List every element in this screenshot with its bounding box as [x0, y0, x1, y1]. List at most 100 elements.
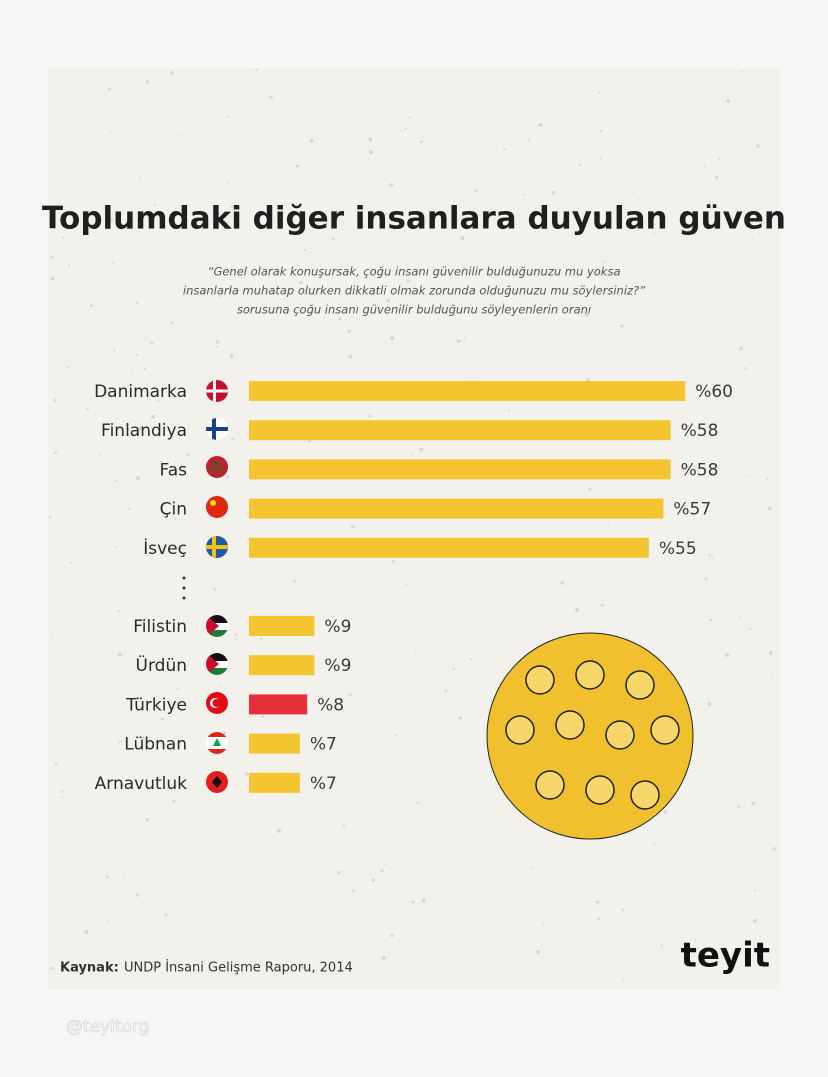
speckle — [458, 716, 462, 720]
category-label: Filistin — [133, 617, 187, 637]
speckle — [386, 299, 391, 303]
speckle — [758, 232, 761, 234]
speckle — [342, 824, 345, 828]
speckle — [725, 653, 730, 657]
speckle — [145, 818, 149, 822]
bar — [249, 694, 308, 715]
speckle — [226, 475, 229, 479]
speckle — [756, 144, 760, 148]
speckle — [463, 337, 466, 339]
speckle — [503, 148, 506, 151]
speckle — [226, 115, 229, 118]
speckle — [136, 893, 140, 897]
value-label: %9 — [324, 617, 351, 637]
speckle — [351, 525, 355, 529]
speckle — [231, 437, 234, 441]
speckle — [110, 218, 114, 222]
speckle — [433, 358, 435, 360]
bar — [249, 459, 671, 480]
speckle — [620, 324, 624, 328]
speckle — [622, 979, 625, 981]
category-label: Danimarka — [94, 382, 187, 402]
speckle — [348, 693, 352, 697]
speckle — [460, 236, 465, 240]
speckle — [707, 702, 712, 707]
speckle — [99, 453, 101, 456]
speckle — [220, 686, 222, 688]
subtitle: “Genel olarak konuşursak, çoğu insanı gü… — [207, 265, 620, 279]
bar — [249, 498, 664, 519]
category-label: Lübnan — [124, 735, 187, 755]
speckle — [299, 281, 303, 285]
speckle — [447, 372, 450, 375]
speckle — [368, 414, 372, 418]
speckle — [113, 349, 116, 352]
speckle — [709, 618, 712, 622]
speckle — [381, 955, 386, 960]
speckle — [692, 501, 695, 504]
speckle — [751, 801, 756, 806]
speckle — [701, 312, 704, 314]
speckle — [653, 224, 656, 226]
speckle — [292, 579, 296, 583]
speckle — [169, 70, 174, 75]
speckle — [549, 615, 551, 617]
speckle — [678, 474, 680, 476]
speckle — [607, 521, 610, 524]
speckle — [145, 80, 149, 84]
speckle — [598, 91, 601, 94]
speckle — [538, 326, 540, 329]
speckle — [740, 70, 743, 73]
speckle — [704, 165, 707, 168]
watermark: @teyitorg — [66, 1017, 149, 1037]
subtitle: insanlarla muhatap olurken dikkatli olma… — [183, 284, 646, 298]
speckle — [174, 517, 177, 520]
speckle — [215, 340, 220, 344]
speckle — [347, 329, 351, 333]
speckle — [114, 546, 117, 548]
speckle — [164, 913, 168, 917]
category-label: Çin — [160, 500, 187, 520]
speckle — [719, 223, 722, 225]
value-label: %57 — [673, 500, 711, 520]
speckle — [140, 736, 145, 741]
speckle — [457, 339, 461, 343]
speckle — [300, 965, 305, 969]
speckle — [60, 790, 64, 793]
speckle — [131, 370, 133, 372]
speckle — [128, 507, 131, 511]
speckle — [117, 610, 121, 613]
speckle — [213, 587, 217, 591]
speckle — [48, 515, 52, 519]
speckle — [695, 385, 698, 388]
speckle — [389, 183, 394, 187]
speckle — [157, 399, 160, 402]
bar — [249, 772, 300, 793]
speckle — [273, 291, 277, 295]
speckle — [602, 260, 605, 263]
speckle — [352, 889, 356, 893]
speckle — [578, 163, 582, 167]
logo: teyit — [681, 936, 770, 976]
speckle — [411, 900, 415, 904]
speckle — [726, 99, 731, 103]
speckle — [230, 205, 234, 208]
speckle — [309, 138, 314, 143]
speckle — [767, 506, 772, 511]
speckle — [50, 255, 54, 259]
speckle — [421, 898, 426, 903]
bar — [249, 420, 671, 441]
speckle — [599, 156, 602, 159]
speckle — [245, 771, 249, 776]
speckle — [419, 447, 423, 452]
speckle — [377, 152, 379, 154]
speckle — [148, 220, 151, 222]
speckle — [584, 312, 589, 317]
value-label: %58 — [681, 460, 719, 480]
speckle — [60, 796, 62, 798]
value-label: %7 — [310, 735, 337, 755]
speckle — [414, 649, 416, 652]
speckle — [765, 312, 767, 314]
speckle — [54, 763, 58, 766]
